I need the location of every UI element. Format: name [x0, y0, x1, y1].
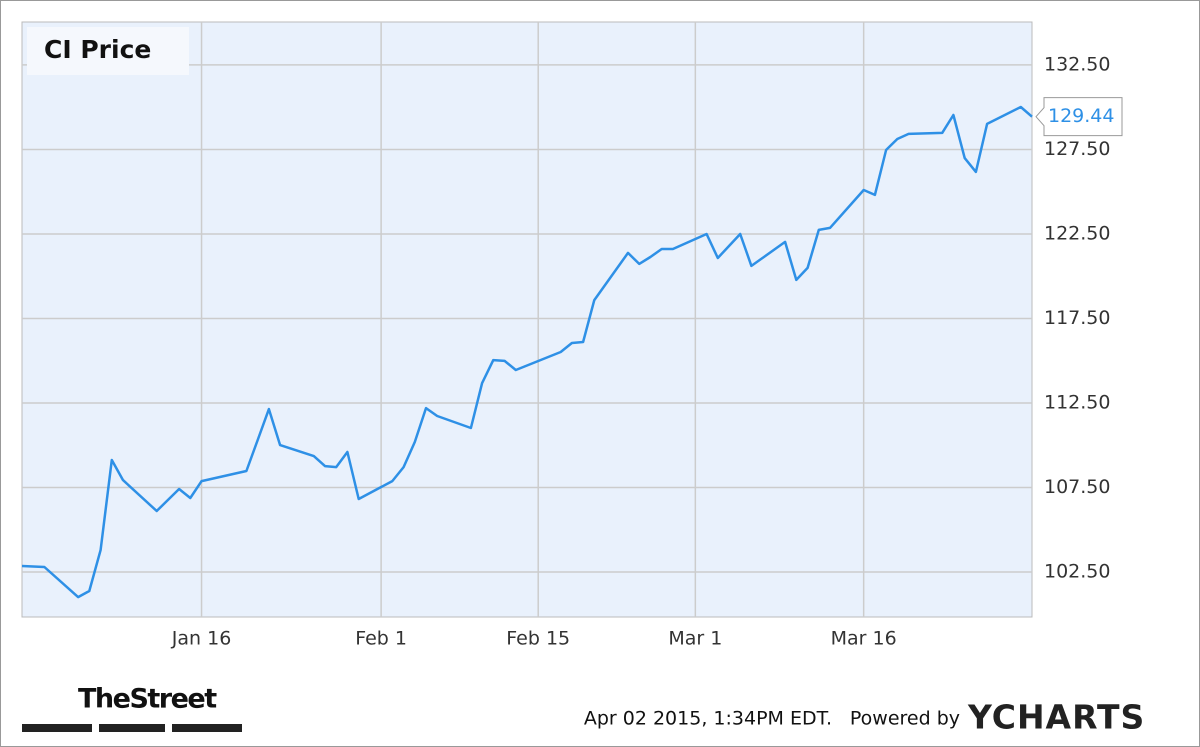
chart-title: CI Price: [44, 35, 151, 64]
timestamp: Apr 02 2015, 1:34PM EDT.: [584, 708, 832, 730]
logo-bar: [172, 724, 242, 732]
title-box: [27, 27, 189, 75]
y-tick-label: 122.50: [1044, 222, 1110, 244]
logo-bar: [99, 724, 165, 732]
last-value-label: 129.44: [1048, 105, 1114, 127]
y-tick-label: 102.50: [1044, 561, 1110, 583]
last-value-box: [1035, 97, 1123, 137]
x-tick-label: Jan 16: [171, 628, 232, 650]
price-line: [21, 105, 1033, 599]
y-tick-label: 107.50: [1044, 476, 1110, 498]
x-tick-label: Mar 16: [831, 628, 897, 650]
x-tick-label: Feb 15: [506, 628, 570, 650]
powered-by: Powered by: [850, 708, 960, 730]
source-logo: TheStreet: [78, 684, 217, 715]
x-tick-label: Feb 1: [355, 628, 407, 650]
y-tick-label: 127.50: [1044, 138, 1110, 160]
brand-logo[interactable]: YCHARTS: [967, 698, 1145, 737]
y-tick-label: 132.50: [1044, 53, 1110, 75]
plot-area: [21, 21, 1033, 618]
logo-bar: [22, 724, 92, 732]
x-tick-label: Mar 1: [668, 628, 722, 650]
y-tick-label: 117.50: [1044, 307, 1110, 329]
y-tick-label: 112.50: [1044, 392, 1110, 414]
